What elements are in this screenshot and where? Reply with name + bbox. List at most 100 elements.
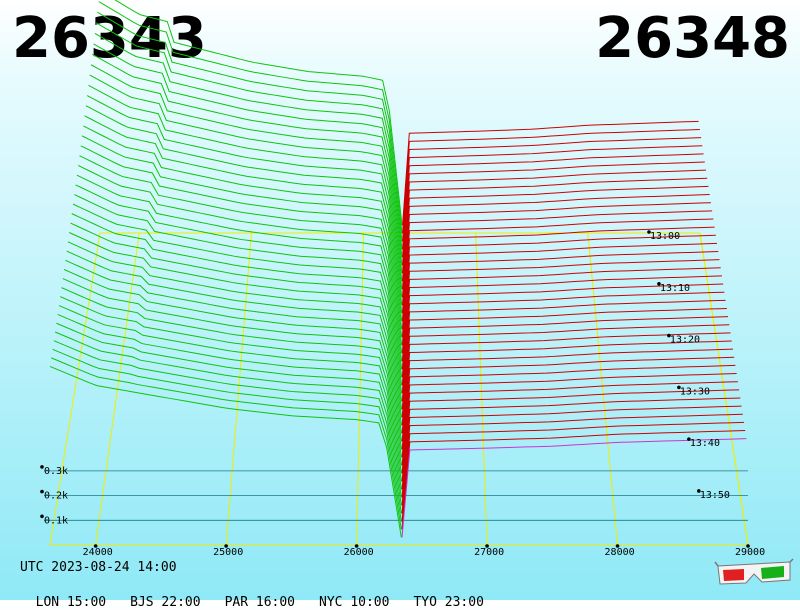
ask-snapshot-line: [401, 364, 736, 466]
time-tick-label: 13:40: [690, 438, 720, 449]
ask-snapshot-line: [401, 324, 730, 426]
price-tick-label: 28000: [605, 547, 635, 558]
ask-snapshot-line: [401, 234, 716, 338]
time-tick-dot: [657, 281, 661, 286]
bid-snapshot-line: [71, 213, 403, 402]
ask-price: 26348: [595, 6, 790, 71]
bid-snapshot-line: [76, 174, 403, 370]
price-tick-dot: [93, 544, 98, 548]
grid-line-26000: [356, 232, 365, 546]
ask-snapshot-line: [401, 438, 747, 538]
ask-snapshot-line: [401, 316, 729, 418]
time-tick-dot: [677, 385, 681, 390]
ask-snapshot-line: [401, 389, 740, 490]
ask-snapshot-line: [401, 169, 707, 274]
bid-snapshot-line: [53, 340, 402, 514]
ask-snapshot-line: [401, 185, 709, 290]
ask-snapshot-line: [402, 145, 703, 250]
bid-snapshot-line: [74, 194, 403, 386]
grid-line-28000: [587, 232, 619, 546]
time-tick-dot: [687, 437, 691, 441]
ask-snapshot-line: [401, 397, 741, 498]
ask-snapshot-line: [401, 430, 746, 530]
time-tick-label: 13:00: [650, 231, 680, 242]
bid-snapshot-line: [81, 135, 403, 338]
ask-snapshot-line: [401, 299, 726, 402]
price-tick-label: 26000: [344, 547, 374, 558]
bid-snapshot-line: [83, 125, 403, 330]
price-tick-label: 25000: [213, 547, 243, 558]
depth-tick-dot: [40, 489, 44, 494]
timezone-tyo: TYO 23:00: [413, 595, 484, 610]
bid-snapshot-line: [88, 84, 403, 298]
bid-snapshot-line: [79, 155, 403, 354]
time-tick-label: 13:10: [660, 283, 690, 294]
bid-snapshot-line: [54, 331, 402, 506]
3d-glasses-icon[interactable]: [714, 558, 794, 592]
ask-snapshot-line: [401, 381, 738, 482]
ask-snapshot-line: [401, 194, 710, 298]
time-tick-label: 13:20: [670, 335, 700, 346]
ask-snapshot-line: [401, 307, 727, 410]
bid-snapshot-line: [60, 296, 402, 474]
bid-snapshot-line: [51, 357, 402, 530]
bid-snapshot-line: [93, 43, 403, 266]
price-tick-label: 24000: [83, 547, 113, 558]
bid-snapshot-line: [69, 232, 403, 418]
ask-snapshot-line: [401, 340, 732, 442]
bid-snapshot-line: [61, 287, 402, 466]
bid-snapshot-line: [86, 95, 403, 306]
bid-snapshot-line: [56, 322, 402, 498]
ask-snapshot-line: [401, 291, 725, 394]
price-tick-dot: [354, 544, 359, 548]
bid-price: 26343: [12, 6, 207, 71]
ask-snapshot-line: [401, 177, 708, 282]
ask-snapshot-line: [401, 413, 743, 514]
chart-ticks: 0.1k 0.2k 0.3k 24000 25000 26000 27000 28000 290…: [40, 230, 765, 558]
price-tick-label: 27000: [474, 547, 504, 558]
bid-snapshot-line: [90, 64, 403, 282]
bid-snapshot-line: [63, 269, 403, 450]
depth-tick-dot: [40, 514, 44, 519]
timezone-row: LON 15:00 BJS 22:00 PAR 16:00 NYC 10:00 TYO …: [20, 580, 508, 610]
ask-snapshot-line: [401, 275, 722, 378]
utc-time-label: UTC 2023-08-24 14:00: [20, 560, 177, 575]
bid-snapshot-line: [57, 313, 402, 490]
bid-snapshot-line: [65, 259, 403, 442]
bid-snapshot-line: [72, 203, 403, 394]
ask-snapshot-line: [401, 405, 742, 506]
bid-snapshot-line: [84, 115, 403, 322]
timezone-par: PAR 16:00: [224, 595, 296, 610]
bid-snapshot-line: [66, 250, 403, 434]
ask-snapshot-line: [402, 120, 699, 226]
ask-snapshot-line: [401, 356, 735, 458]
price-tick-label: 29000: [735, 547, 765, 558]
bid-snapshot-line: [94, 32, 403, 258]
ask-snapshot-line: [401, 242, 718, 346]
bid-snapshot-line: [114, 0, 403, 226]
price-tick-dot: [485, 544, 489, 548]
time-tick-dot: [647, 230, 651, 234]
timezone-nyc: NYC 10:00: [319, 595, 390, 610]
bid-snapshot-line: [75, 184, 403, 378]
price-tick-dot: [746, 544, 750, 548]
price-tick-dot: [224, 544, 228, 548]
depth-tick-label: 0.2k: [44, 491, 68, 502]
bid-snapshot-line: [67, 241, 403, 426]
ask-snapshot-line: [401, 373, 737, 474]
bid-snapshot-line: [85, 105, 403, 314]
ask-snapshot-line: [401, 283, 724, 386]
bid-snapshot-line: [97, 11, 403, 242]
bid-snapshot-line: [98, 1, 403, 234]
ask-snapshot-line: [402, 153, 704, 258]
ask-snapshot-line: [401, 259, 720, 362]
depth-tick-label: 0.1k: [44, 515, 68, 526]
ask-snapshot-line: [401, 210, 713, 314]
bid-snapshot-line: [58, 305, 402, 482]
bid-snapshot-line: [70, 222, 403, 410]
bid-snapshot-line: [49, 365, 402, 538]
depth-tick-label: 0.3k: [44, 466, 68, 477]
time-tick-label: 13:50: [700, 490, 730, 501]
timezone-lon: LON 15:00: [35, 595, 107, 610]
bid-snapshot-line: [95, 22, 403, 250]
